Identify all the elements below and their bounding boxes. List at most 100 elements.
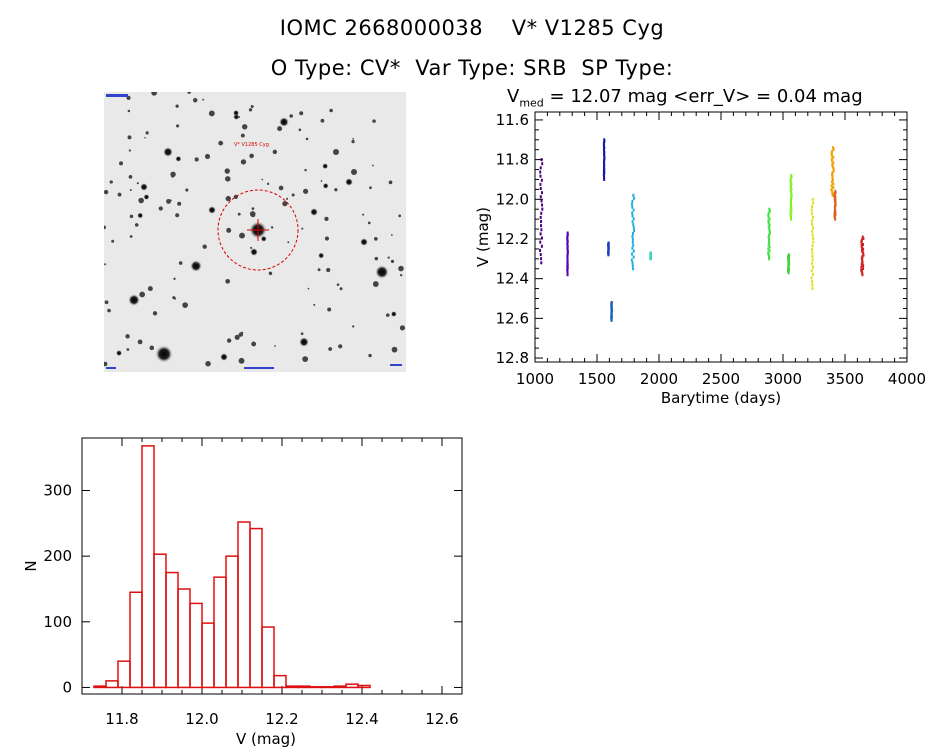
histogram-xlabel: V (mag) [236,730,296,747]
lightcurve-point [860,262,863,266]
star [302,356,309,363]
lightcurve-point [603,150,606,154]
lightcurve-axes: 1000 1500 2000 2500 3000 3500 4000 11.6 11.8 12.0… [496,111,927,388]
lightcurve-point [862,253,865,257]
lightcurve-point [566,263,569,267]
lightcurve-point [767,239,770,243]
lightcurve-point [539,187,542,191]
lightcurve-point [632,255,635,259]
histogram-bar [213,576,227,689]
star [128,175,133,179]
star [127,109,131,113]
star [129,214,134,219]
lightcurve-point [603,176,606,180]
lightcurve-point [566,246,569,250]
lightcurve-point [602,173,605,177]
lightcurve-point [539,166,542,170]
lightcurve-point [861,250,864,254]
lightcurve-point [566,258,569,262]
lightcurve-point [830,184,833,188]
x-tick-label: 1000 [516,370,554,388]
histogram-bar [357,684,371,689]
star [303,188,309,194]
lightcurve-point [633,229,636,233]
star [129,189,132,192]
star [317,268,321,272]
lightcurve-point [631,252,634,256]
lightcurve-point [831,191,834,195]
lightcurve-series-seg2 [566,231,569,277]
lightcurve-point [632,196,635,200]
lightcurve-point [789,208,792,212]
star [190,260,202,272]
lightcurve-point [540,220,543,224]
histogram-bar [201,622,215,689]
lightcurve-point [811,229,814,233]
histogram-bar [237,521,251,689]
star [352,325,355,328]
histogram-bar [309,686,323,689]
star [351,169,357,175]
histogram-ylabel: N [22,560,40,571]
star [282,201,288,207]
lightcurve-point [790,175,793,179]
finder-chart: V* V1285 Cyg [104,92,406,372]
star [104,189,109,195]
lightcurve-point [631,240,634,244]
star [187,92,192,94]
finder-stars [104,92,406,367]
lightcurve-series-seg5 [610,300,613,322]
lightcurve-point [862,243,865,247]
lightcurve-point [831,150,834,154]
lightcurve-point [831,174,834,178]
lightcurve-point [831,159,834,163]
star [143,194,150,201]
star [326,267,331,273]
star [218,140,224,146]
lightcurve-point [767,221,770,225]
star [372,281,379,287]
star [369,186,372,190]
lightcurve-point [790,182,793,186]
lightcurve-point [566,261,569,265]
lightcurve-point [831,176,834,180]
star [336,283,340,286]
star [208,206,216,214]
lightcurve-point [602,166,605,170]
lightcurve-point [860,249,863,253]
lightcurve-point [831,178,834,182]
lightcurve-point [603,177,606,181]
star [226,338,232,343]
lightcurve-point [811,197,814,201]
lightcurve-point [632,217,635,221]
lightcurve-point [566,234,569,238]
lightcurve-point [602,147,605,151]
lightcurve-point [539,195,542,199]
star [298,128,302,132]
star [176,124,180,128]
histogram-bar [321,686,335,689]
x-tick-label: 1500 [578,370,616,388]
star [277,126,283,132]
star [239,232,245,239]
star [338,344,343,349]
lightcurve-point [539,170,542,174]
lightcurve-point [603,158,606,162]
lightcurve-series-seg14 [860,235,865,277]
lightcurve-point [832,186,835,190]
lightcurve-frame [534,111,908,363]
lightcurve-point [862,267,865,271]
lightcurve-point [631,246,634,250]
y-tick-label: 12.8 [496,349,529,367]
lightcurve-point [566,231,569,235]
star [390,311,397,318]
star [360,238,368,246]
lightcurve-point [768,245,771,249]
star [163,147,173,157]
star [145,131,149,135]
y-tick-label: 12.6 [496,309,529,327]
finder-corner-mark-bl [106,367,116,369]
star [208,110,215,117]
star [240,133,245,138]
histogram-frame [81,437,463,695]
